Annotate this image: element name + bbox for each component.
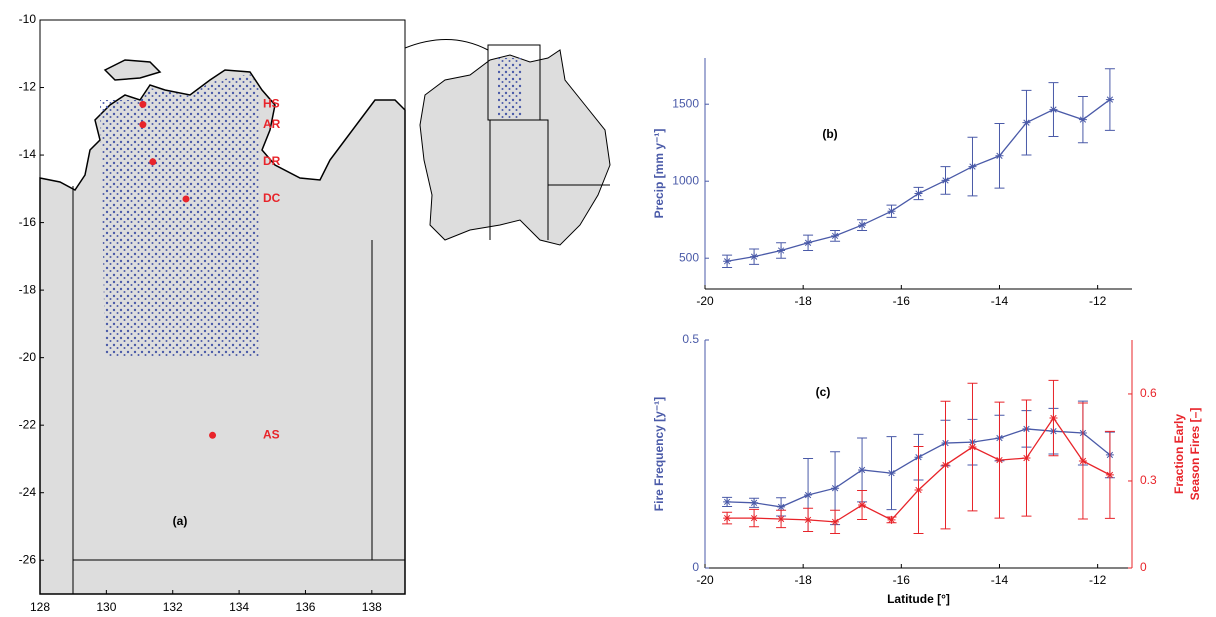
marker <box>831 231 840 240</box>
site-label: HS <box>263 97 280 111</box>
marker <box>995 151 1004 160</box>
y-tick-label: -24 <box>19 485 37 499</box>
sample-points <box>100 74 260 356</box>
marker <box>887 469 896 478</box>
marker <box>777 514 786 523</box>
y2-label: Fraction Early <box>1172 414 1186 494</box>
marker <box>1105 95 1114 104</box>
x-label: Latitude [°] <box>887 592 950 606</box>
marker <box>1078 456 1087 465</box>
y-tick-label: -10 <box>19 12 37 26</box>
marker <box>777 502 786 511</box>
x-tick-label: -14 <box>991 294 1009 308</box>
site-label: DC <box>263 191 281 205</box>
marker <box>831 484 840 493</box>
boundaries <box>72 186 405 594</box>
y-tick-label: -20 <box>19 350 37 364</box>
y-tick-label: -16 <box>19 215 37 229</box>
y2-tick-label: 0.3 <box>1140 473 1157 487</box>
site <box>139 100 147 108</box>
x-tick-label: -12 <box>1089 294 1107 308</box>
x-tick-label: 136 <box>295 600 315 614</box>
y-tick-label: 0 <box>692 560 699 574</box>
y-label: Fire Frequency [y⁻¹] <box>652 397 666 511</box>
marker <box>941 461 950 470</box>
marker <box>723 514 732 523</box>
y-tick-label: 1500 <box>672 96 699 110</box>
y-tick-label: -18 <box>19 282 37 296</box>
site-label: DR <box>263 154 281 168</box>
x-tick-label: 130 <box>96 600 116 614</box>
panel-label: (b) <box>822 127 837 141</box>
site <box>182 195 190 203</box>
marker <box>858 501 867 510</box>
marker <box>750 498 759 507</box>
x-tick-label: -20 <box>696 294 714 308</box>
australia <box>419 49 611 246</box>
y-tick-label: 500 <box>679 250 699 264</box>
marker <box>1049 414 1058 423</box>
marker <box>914 189 923 198</box>
marker <box>777 246 786 255</box>
marker <box>804 515 813 524</box>
marker <box>1078 115 1087 124</box>
x-tick-label: -18 <box>794 573 812 587</box>
marker <box>1022 454 1031 463</box>
site-label: AR <box>263 117 281 131</box>
site <box>209 431 217 439</box>
x-tick-label: -12 <box>1089 573 1107 587</box>
panel-label: (a) <box>173 514 188 528</box>
x-tick-label: 134 <box>229 600 249 614</box>
y-tick-label: 1000 <box>672 173 699 187</box>
marker <box>941 176 950 185</box>
y-tick-label: -22 <box>19 417 37 431</box>
inset-connector <box>404 39 489 51</box>
marker <box>968 443 977 452</box>
marker <box>1105 470 1114 479</box>
inset-samples <box>498 58 522 118</box>
y2-tick-label: 0.6 <box>1140 386 1157 400</box>
y2-tick-label: 0 <box>1140 560 1147 574</box>
x-tick-label: -16 <box>893 573 911 587</box>
inset-boxes <box>487 44 610 240</box>
y-tick-label: 0.5 <box>682 332 699 346</box>
y-tick-label: -14 <box>19 147 37 161</box>
marker <box>723 497 732 506</box>
series-line <box>726 99 1111 262</box>
marker <box>887 207 896 216</box>
marker <box>887 515 896 524</box>
y-label: Precip [mm y⁻¹] <box>652 129 666 219</box>
x-tick-label: -14 <box>991 573 1009 587</box>
site-label: AS <box>263 427 280 441</box>
x-tick-label: 138 <box>362 600 382 614</box>
x-tick-label: -20 <box>696 573 714 587</box>
marker <box>968 162 977 171</box>
site <box>139 121 147 129</box>
x-tick-label: -18 <box>794 294 812 308</box>
panel-label: (c) <box>816 385 831 399</box>
x-tick-label: -16 <box>893 294 911 308</box>
y-tick-label: -12 <box>19 80 37 94</box>
marker <box>914 485 923 494</box>
marker <box>995 456 1004 465</box>
x-tick-label: 132 <box>163 600 183 614</box>
y2-label: Season Fires [–] <box>1188 408 1202 501</box>
site <box>149 158 157 166</box>
marker <box>804 238 813 247</box>
marker <box>831 517 840 526</box>
y-tick-label: -26 <box>19 552 37 566</box>
island <box>103 59 162 81</box>
marker <box>858 465 867 474</box>
marker <box>723 257 732 266</box>
marker <box>750 252 759 261</box>
marker <box>750 514 759 523</box>
marker <box>1049 105 1058 114</box>
x-tick-label: 128 <box>30 600 50 614</box>
map-frame <box>39 19 406 595</box>
marker <box>858 221 867 230</box>
marker <box>804 491 813 500</box>
marker <box>1022 118 1031 127</box>
